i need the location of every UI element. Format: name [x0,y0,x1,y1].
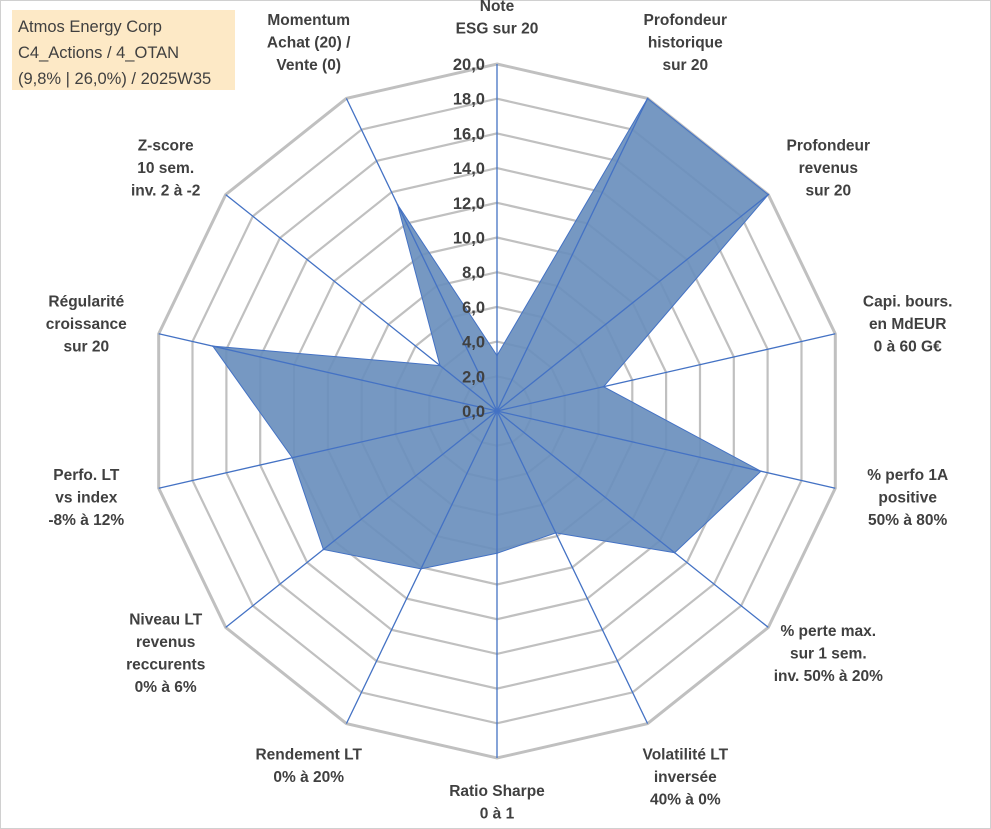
axis-label: Volatilité LT inversée 40% à 0% [643,746,729,808]
tick-label: 16,0 [453,125,485,143]
tick-label: 2,0 [462,368,485,386]
tick-label: 14,0 [453,160,485,178]
header-category: C4_Actions / 4_OTAN [18,44,180,62]
axis-spoke [496,98,649,412]
axis-spoke [496,410,836,489]
axis-label-line: Profondeur [787,138,871,155]
axis-label-line: % perte max. [780,623,876,640]
axis-label-line: Niveau LT [129,612,202,629]
axis-label: Régularité croissance sur 20 [46,294,127,356]
axis-label-line: croissance [46,316,127,333]
axis-label-line: 50% à 80% [868,512,947,529]
axis-label: Perfo. LT vs index -8% à 12% [48,467,124,529]
axis-label-line: inversée [654,769,717,786]
axis-label-line: ESG sur 20 [456,21,539,38]
axis-label: Note ESG sur 20 [456,0,539,38]
header-stats: (9,8% | 26,0%) / 2025W35 [18,70,212,88]
axis-label-line: 0 à 1 [480,806,515,823]
tick-label: 6,0 [462,299,485,317]
tick-label: 18,0 [453,91,485,109]
axis-label-line: % perfo 1A [867,467,948,484]
axis-label-line: sur 20 [805,183,851,200]
axis-label-line: 0% à 6% [135,679,197,696]
axis-label-line: Achat (20) / [267,35,351,52]
axis-label-line: Rendement LT [255,746,362,763]
axis-label-line: Note [480,0,515,15]
axis-label: % perfo 1A positive 50% à 80% [867,467,948,529]
axis-label-line: Profondeur [644,12,728,29]
axis-label: Profondeur historique sur 20 [644,12,728,74]
tick-label: 8,0 [462,264,485,282]
axis-label-line: 0 à 60 G€ [874,339,942,356]
axis-spoke [158,410,498,489]
axis-label-line: inv. 50% à 20% [774,668,883,685]
axis-label-line: sur 20 [63,339,109,356]
axis-spoke [496,194,769,412]
axis-label-line: Momentum [267,12,350,29]
axis-label: Capi. bours. en MdEUR 0 à 60 G€ [863,294,953,356]
tick-label: 10,0 [453,230,485,248]
axis-label-line: historique [648,35,723,52]
axis-label-line: en MdEUR [869,316,947,333]
axis-label-line: Volatilité LT [643,746,729,763]
tick-label: 12,0 [453,195,485,213]
axis-label-line: Régularité [48,294,124,311]
axis-label-line: reccurents [126,657,205,674]
axis-label-line: revenus [136,634,195,651]
header-company-name: Atmos Energy Corp [18,18,162,36]
category-labels: Note ESG sur 20 Profondeur historique sur 20… [46,0,953,823]
chart-header-box: Atmos Energy Corp C4_Actions / 4_OTAN (9… [12,10,235,90]
axis-spoke [345,410,498,724]
axis-label-line: sur 1 sem. [790,645,867,662]
axis-label-line: 10 sem. [137,160,194,177]
axis-label-line: Vente (0) [276,57,341,74]
axis-label-line: revenus [799,160,858,177]
axis-spoke [345,98,498,412]
axis-label: Rendement LT 0% à 20% [255,746,362,786]
axis-label: % perte max. sur 1 sem. inv. 50% à 20% [774,623,883,685]
tick-label: 20,0 [453,56,485,74]
axis-label-line: 40% à 0% [650,791,721,808]
axis-spoke [496,410,649,724]
axis-label: Profondeur revenus sur 20 [787,138,871,200]
axis-label: Ratio Sharpe 0 à 1 [449,783,545,823]
axis-label-line: sur 20 [662,57,708,74]
axis-label-line: Z-score [138,138,194,155]
tick-label: 0,0 [462,403,485,421]
axis-label: Z-score 10 sem. inv. 2 à -2 [131,138,201,200]
axis-label-line: vs index [55,489,117,506]
axis-label-line: inv. 2 à -2 [131,183,201,200]
radial-tick-labels: 0,0 2,0 4,0 6,0 8,0 10,0 12,0 14,0 16,0 18,0 20,0 [453,56,485,421]
axis-spoke [158,333,498,412]
axis-label: Niveau LT revenus reccurents 0% à 6% [126,612,205,697]
axis-label-line: Ratio Sharpe [449,783,545,800]
radar-spokes [158,64,836,758]
axis-label-line: Perfo. LT [53,467,120,484]
axis-spoke [225,194,498,412]
axis-spoke [496,410,769,628]
axis-label-line: 0% à 20% [273,769,344,786]
tick-label: 4,0 [462,334,485,352]
axis-spoke [225,410,498,628]
axis-label-line: positive [878,489,937,506]
axis-spoke [496,333,836,412]
axis-label-line: Capi. bours. [863,294,953,311]
axis-label-line: -8% à 12% [48,512,124,529]
axis-label: Momentum Achat (20) / Vente (0) [267,12,351,74]
